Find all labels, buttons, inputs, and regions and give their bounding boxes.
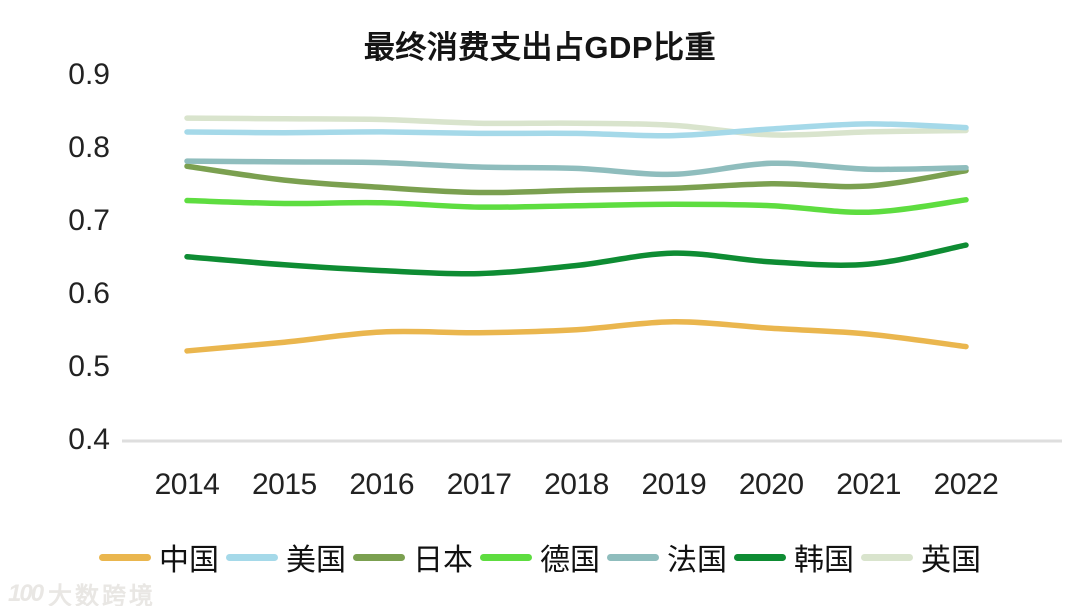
legend-item: 中国 [99, 535, 219, 579]
legend-swatch-icon [353, 553, 405, 561]
legend-label: 中国 [159, 544, 219, 577]
x-tick-label: 2015 [252, 468, 317, 501]
line-法国 [184, 158, 969, 178]
watermark: 100 大数跨境 [8, 576, 156, 606]
legend-swatch-icon [480, 553, 532, 561]
x-tick-label: 2016 [349, 468, 415, 501]
legend-swatch-icon [99, 553, 151, 561]
x-tick-label: 2018 [544, 468, 609, 501]
x-tick-label: 2021 [836, 468, 901, 501]
x-tick-label: 2020 [738, 468, 804, 501]
y-tick-label: 0.6 [68, 277, 110, 310]
legend-label: 法国 [667, 544, 727, 577]
legend-item: 美国 [226, 535, 346, 579]
watermark-text: 大数跨境 [48, 583, 157, 606]
line-日本 [184, 163, 969, 196]
legend-label: 日本 [413, 544, 473, 577]
series-lines [184, 115, 969, 354]
legend-label: 韩国 [794, 544, 854, 577]
legend-item: 日本 [353, 535, 473, 579]
legend-item: 德国 [480, 535, 600, 579]
x-tick-label: 2014 [154, 468, 220, 501]
x-tick-label: 2017 [446, 468, 512, 501]
legend-label: 美国 [286, 544, 346, 577]
legend-swatch-icon [226, 553, 278, 561]
legend-item: 韩国 [734, 535, 854, 579]
legend-swatch-icon [607, 553, 659, 561]
y-tick-label: 0.9 [68, 58, 110, 91]
y-tick-label: 0.7 [68, 204, 110, 237]
line-英国 [184, 115, 969, 138]
y-tick-label: 0.8 [68, 131, 110, 164]
legend-label: 英国 [921, 544, 981, 577]
line-德国 [184, 197, 969, 216]
y-tick-label: 0.4 [68, 423, 110, 456]
x-tick-label: 2022 [933, 468, 999, 501]
legend-item: 法国 [607, 535, 727, 579]
legend-item: 英国 [861, 535, 981, 579]
legend: 中国 美国 日本 德国 法国 韩国 英国 [0, 535, 1080, 579]
line-美国 [184, 121, 969, 139]
legend-swatch-icon [861, 553, 913, 561]
chart-title: 最终消费支出占GDP比重 [363, 30, 717, 65]
x-tick-label: 2019 [641, 468, 707, 501]
line-韩国 [184, 242, 969, 277]
watermark-logo-icon: 100 [8, 579, 44, 606]
legend-label: 德国 [540, 544, 600, 577]
y-tick-label: 0.5 [68, 350, 110, 383]
legend-swatch-icon [734, 553, 786, 561]
line-中国 [184, 318, 969, 354]
